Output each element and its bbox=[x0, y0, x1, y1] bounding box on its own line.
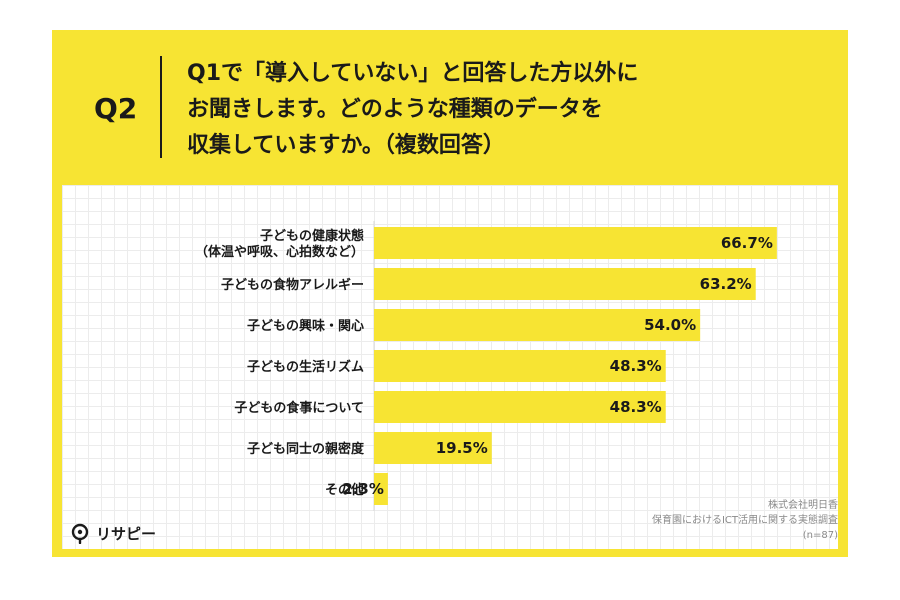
bar bbox=[374, 268, 756, 300]
bar-chart: 66.7% 子どもの健康状態（体温や呼吸、心拍数など） 63.2% 子どもの食物アレル… bbox=[195, 221, 777, 511]
category-label: 子どもの食物アレルギー bbox=[221, 277, 364, 293]
logo-text: リサピー bbox=[96, 524, 157, 543]
bar bbox=[374, 227, 777, 259]
category-label: 子どもの食事について bbox=[234, 400, 364, 416]
data-label: 48.3% bbox=[610, 357, 662, 375]
bar bbox=[374, 473, 388, 505]
bar bbox=[374, 432, 492, 464]
data-label: 2.3% bbox=[342, 480, 384, 498]
category-label: 子どもの生活リズム bbox=[247, 359, 364, 375]
question-number: Q2 bbox=[94, 92, 138, 125]
bar bbox=[374, 391, 666, 423]
question-text: Q1で「導入していない」と回答した方以外に お聞きします。どのような種類のデータ… bbox=[187, 56, 807, 164]
category-label: その他 bbox=[325, 482, 364, 498]
bar bbox=[374, 350, 666, 382]
question-line: お聞きします。どのような種類のデータを bbox=[187, 97, 603, 122]
bar bbox=[374, 309, 701, 341]
category-label: （体温や呼吸、心拍数など） bbox=[195, 244, 364, 260]
logo-mark-icon bbox=[71, 523, 89, 544]
category-label: 子どもの興味・関心 bbox=[247, 318, 364, 334]
data-label: 48.3% bbox=[610, 398, 662, 416]
source-line: (n=87) bbox=[802, 530, 838, 541]
risapi-logo: リサピー bbox=[70, 522, 156, 544]
data-label: 66.7% bbox=[721, 234, 773, 252]
data-label: 63.2% bbox=[700, 275, 752, 293]
question-line: 収集していますか。（複数回答） bbox=[187, 133, 505, 158]
category-label: 子ども同士の親密度 bbox=[247, 441, 365, 457]
source-line: 保育園におけるICT活用に関する実態調査 bbox=[651, 515, 838, 526]
source-note: 株式会社明日香 保育園におけるICT活用に関する実態調査 (n=87) bbox=[652, 498, 838, 543]
data-label: 19.5% bbox=[436, 439, 488, 457]
source-line: 株式会社明日香 bbox=[768, 500, 838, 511]
chart-panel: 66.7% 子どもの健康状態 （体温や呼吸、心拍数など） 63.2% 子どもの食物アレル… bbox=[62, 185, 838, 549]
header-divider bbox=[160, 56, 162, 158]
question-line: Q1で「導入していない」と回答した方以外に bbox=[187, 61, 639, 86]
data-label: 54.0% bbox=[644, 316, 696, 334]
category-label: 子どもの健康状態 bbox=[260, 228, 364, 244]
